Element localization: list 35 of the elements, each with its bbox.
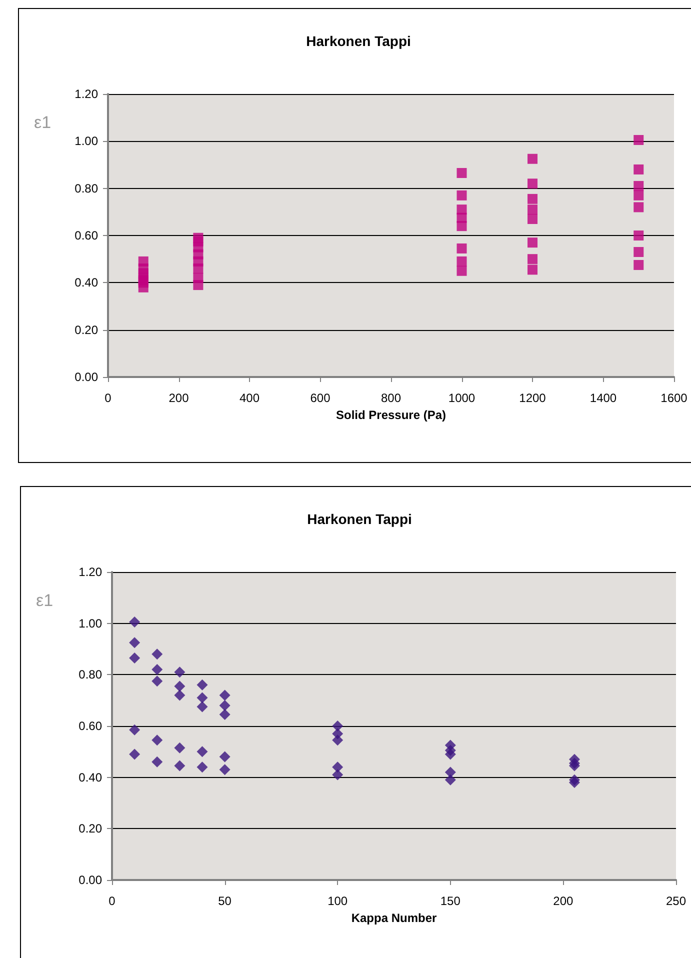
y-tick-label: 0.00 <box>74 370 98 384</box>
x-tick-label: 800 <box>380 391 402 405</box>
y-axis-title: ε1 <box>34 113 52 132</box>
y-tick-label: 0.20 <box>74 322 98 337</box>
x-tick-label: 1200 <box>519 391 546 405</box>
y-tick-label: 0.40 <box>74 276 98 290</box>
chart-title: Harkonen Tappi <box>307 511 412 527</box>
y-tick-label: 0.00 <box>78 873 102 887</box>
y-tick-label: 0.20 <box>78 822 102 836</box>
x-tick-label: 150 <box>440 894 461 908</box>
y-tick-label: 0.80 <box>78 668 102 682</box>
x-tick-label: 400 <box>239 391 260 405</box>
x-tick-label: 1400 <box>590 391 617 405</box>
y-tick-label: 0.80 <box>74 181 98 196</box>
chart-title: Harkonen Tappi <box>306 33 411 49</box>
x-axis-title: Solid Pressure (Pa) <box>336 408 446 422</box>
y-tick-label: 0.60 <box>78 719 102 733</box>
x-tick-label: 0 <box>108 894 116 908</box>
x-tick-label: 0 <box>104 391 112 405</box>
y-tick-label: 0.60 <box>74 228 98 242</box>
x-tick-label: 200 <box>553 894 574 908</box>
x-tick-label: 600 <box>310 391 331 405</box>
x-tick-label: 1000 <box>448 391 476 405</box>
y-tick-label: 0.40 <box>78 770 102 784</box>
x-tick-label: 1600 <box>660 391 688 405</box>
y-tick-label: 1.00 <box>78 616 102 630</box>
x-tick-label: 200 <box>168 391 190 405</box>
x-tick-label: 50 <box>218 894 232 908</box>
y-axis-title: ε1 <box>36 591 54 610</box>
y-tick-label: 1.20 <box>74 87 98 101</box>
y-tick-label: 1.20 <box>78 565 102 579</box>
x-axis-title: Kappa Number <box>351 910 437 925</box>
x-tick-label: 250 <box>666 894 686 908</box>
x-tick-label: 100 <box>328 894 348 908</box>
y-tick-label: 1.00 <box>74 134 98 148</box>
